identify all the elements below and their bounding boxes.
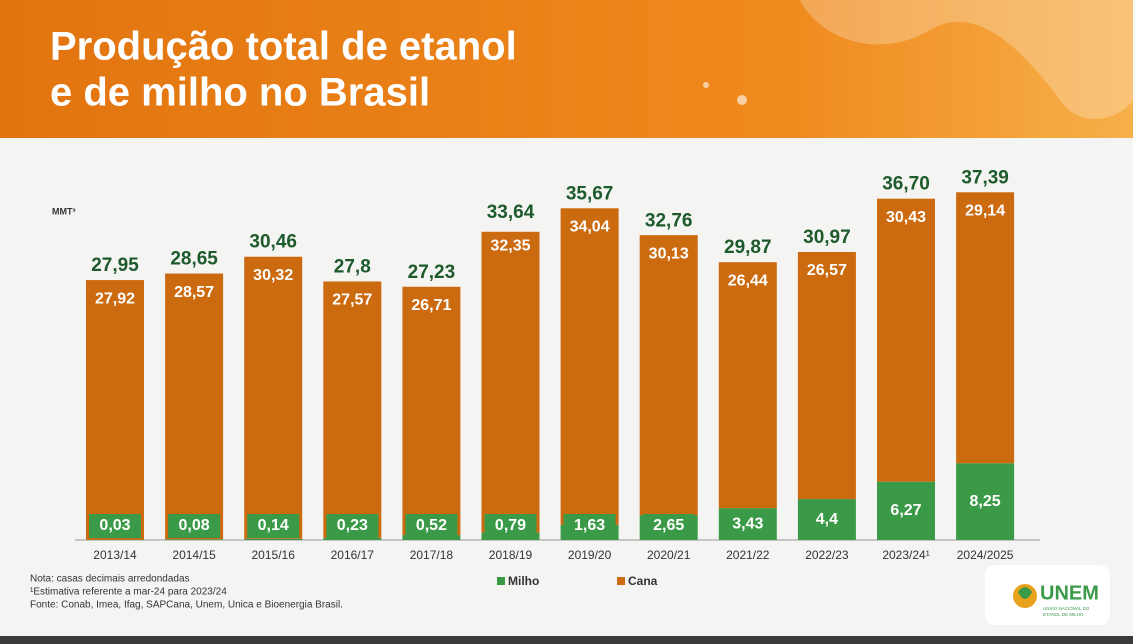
bar-segment [718,262,777,509]
logo-leaf [1018,587,1032,599]
total-label: 35,67 [566,183,614,204]
milho-value-label: 3,43 [732,515,763,532]
x-tick-label: 2023/24¹ [882,548,929,562]
milho-value-label: 0,03 [99,517,130,534]
label-box [247,514,300,538]
y-axis-label: MMT³ [52,206,76,216]
bar-segment [244,256,303,539]
cana-value-label: 27,57 [332,292,372,309]
bar-segment [560,208,619,525]
bar-segment [639,235,698,516]
total-label: 36,70 [882,174,930,195]
title-line: Produção total de etanol [50,25,517,69]
label-box [721,512,774,537]
milho-value-label: 2,65 [653,517,684,534]
x-tick-label: 2019/20 [568,548,612,562]
legend-label: Cana [628,574,658,588]
label-box [484,514,537,538]
bar-segment [165,273,224,540]
bar-segment [481,231,540,533]
cana-value-label: 26,57 [807,262,847,279]
total-label: 27,23 [408,262,456,283]
x-tick-label: 2015/16 [252,548,296,562]
total-label: 32,76 [645,210,693,231]
x-tick-label: 2020/21 [647,548,691,562]
x-tick-label: 2022/23 [805,548,849,562]
logo-name: UNEM [1040,582,1099,604]
bar-segment [956,192,1015,464]
milho-value-label: 0,52 [416,517,447,534]
bar-segment [877,198,935,482]
cana-value-label: 30,43 [886,209,926,226]
bar-segment [323,281,382,538]
splash-decoration [800,0,1133,119]
label-box [800,507,853,532]
cana-value-label: 29,14 [965,202,1005,219]
total-label: 27,8 [334,256,371,277]
bar-segment [402,286,461,536]
total-label: 28,65 [170,249,218,270]
bar-segment [244,538,303,540]
milho-value-label: 0,08 [179,517,210,534]
note: ¹Estimativa referente a mar-24 para 2023… [30,587,227,598]
total-label: 30,97 [803,227,851,248]
milho-value-label: 4,4 [816,511,838,528]
note: Fonte: Conab, Imea, Ifag, SAPCana, Unem,… [30,600,343,611]
total-label: 27,95 [91,255,139,276]
label-box [89,514,141,538]
total-label: 30,46 [249,232,297,253]
label-box [642,514,695,538]
legend-swatch [617,577,625,585]
milho-value-label: 1,63 [574,517,605,534]
cana-value-label: 32,35 [490,237,530,254]
total-label: 37,39 [961,167,1009,188]
label-box [563,514,616,538]
milho-value-label: 6,27 [890,502,921,519]
x-tick-label: 2013/14 [93,548,137,562]
cana-value-label: 26,44 [728,272,768,289]
cana-value-label: 27,92 [95,290,135,307]
cana-value-label: 26,71 [411,297,451,314]
bubble [737,95,747,105]
title-line: e de milho no Brasil [50,71,430,115]
label-box [405,514,458,538]
x-tick-label: 2024/2025 [957,548,1014,562]
note: Nota: casas decimais arredondadas [30,574,190,585]
milho-value-label: 0,14 [258,517,289,534]
logo-box [985,565,1110,625]
x-tick-label: 2021/22 [726,548,770,562]
x-tick-label: 2017/18 [410,548,454,562]
legend-label: Milho [508,574,539,588]
header-band [0,0,1133,138]
total-label: 29,87 [724,237,772,258]
bar-segment [323,537,382,540]
bar-segment [165,539,224,540]
logo-tagline: ETANOL DE MILHO [1043,612,1084,617]
bar-segment [86,280,144,540]
logo-tagline: UNIÃO NACIONAL DO [1043,605,1090,611]
cana-value-label: 28,57 [174,284,214,301]
legend-swatch [497,577,505,585]
x-tick-label: 2014/15 [172,548,216,562]
label-box [326,514,379,538]
bubble [703,82,709,88]
total-label: 33,64 [487,202,535,223]
milho-value-label: 0,23 [337,517,368,534]
milho-value-label: 8,25 [970,493,1001,510]
x-tick-label: 2016/17 [331,548,375,562]
bar-segment [797,251,856,500]
cana-value-label: 34,04 [570,218,610,235]
bottom-border [0,636,1133,644]
x-tick-label: 2018/19 [489,548,533,562]
label-box [880,498,932,523]
label-box [168,514,221,538]
cana-value-label: 30,32 [253,267,293,284]
milho-value-label: 0,79 [495,517,526,534]
label-box [959,489,1012,514]
cana-value-label: 30,13 [649,246,689,263]
